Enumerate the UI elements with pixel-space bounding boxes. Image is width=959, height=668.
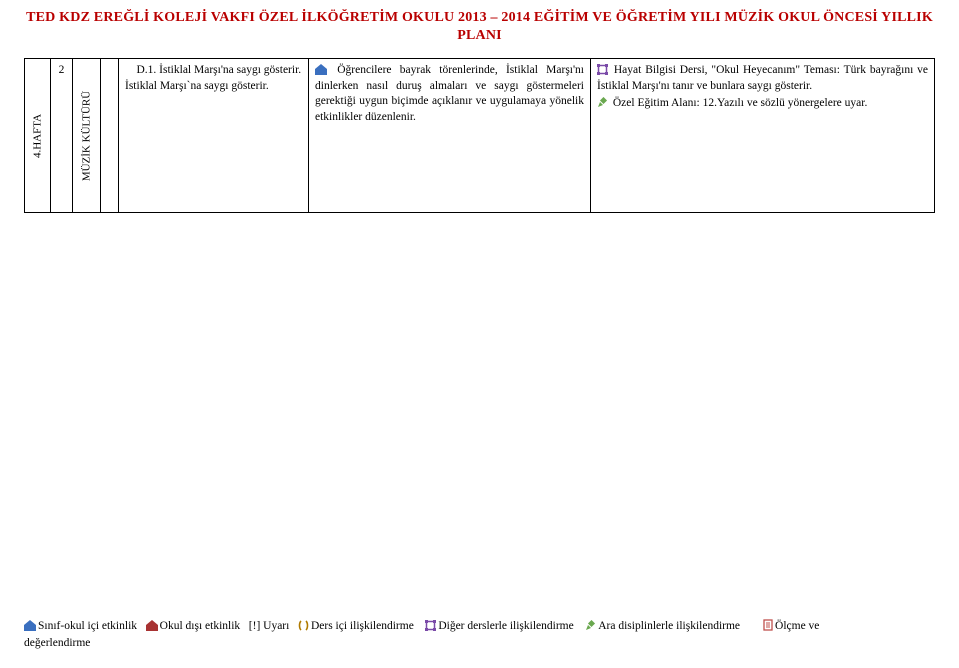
col3-p1: Hayat Bilgisi Dersi, "Okul Heyecanım" Te… — [597, 64, 928, 92]
page-title: TED KDZ EREĞLİ KOLEJİ VAKFI ÖZEL İLKÖĞRE… — [24, 10, 935, 44]
cell-alan: MÜZİK KÜLTÜRÜ — [73, 59, 101, 213]
col2-text: Öğrencilere bayrak törenlerinde, İstikla… — [315, 64, 584, 123]
legend-item-4: Diğer derslerle ilişkilendirme — [438, 620, 573, 632]
inclass-icon — [298, 620, 309, 631]
legend-item-5: Ara disiplinlerle ilişkilendirme — [598, 620, 740, 632]
cell-hafta: 4.HAFTA — [25, 59, 51, 213]
cell-saat: 2 — [51, 59, 73, 213]
school-in-icon — [315, 64, 327, 75]
legend-item-6: Ölçme ve — [775, 620, 819, 632]
title-line-2: PLANI — [24, 28, 935, 44]
cell-col3: Hayat Bilgisi Dersi, "Okul Heyecanım" Te… — [591, 59, 935, 213]
legend-line-1: Sınıf-okul içi etkinlik Okul dışı etkinl… — [24, 618, 935, 635]
alan-label: MÜZİK KÜLTÜRÜ — [79, 90, 94, 180]
legend-item-0: Sınıf-okul içi etkinlik — [38, 620, 137, 632]
hafta-label: 4.HAFTA — [30, 113, 45, 157]
legend-line-2: değerlendirme — [24, 635, 935, 652]
pencil-icon — [585, 620, 596, 631]
table-row: 4.HAFTA 2 MÜZİK KÜLTÜRÜ D.1. İstiklal Ma… — [25, 59, 935, 213]
pencil-icon — [597, 97, 608, 108]
legend: Sınıf-okul içi etkinlik Okul dışı etkinl… — [24, 618, 935, 653]
school-in-icon — [24, 620, 36, 631]
col3-p2: Özel Eğitim Alanı: 12.Yazılı ve sözlü yö… — [613, 97, 867, 109]
other-icon — [597, 64, 608, 75]
title-line-1: TED KDZ EREĞLİ KOLEJİ VAKFI ÖZEL İLKÖĞRE… — [24, 10, 935, 26]
saat-value: 2 — [59, 64, 65, 76]
plan-table: 4.HAFTA 2 MÜZİK KÜLTÜRÜ D.1. İstiklal Ma… — [24, 58, 935, 213]
measure-icon — [763, 619, 773, 631]
col1-text: D.1. İstiklal Marşı'na saygı gösterir. İ… — [125, 63, 302, 94]
other-icon — [425, 620, 436, 631]
cell-col2: Öğrencilere bayrak törenlerinde, İstikla… — [309, 59, 591, 213]
cell-col1: D.1. İstiklal Marşı'na saygı gösterir. İ… — [119, 59, 309, 213]
legend-item-1: Okul dışı etkinlik — [160, 620, 241, 632]
school-out-icon — [146, 620, 158, 631]
cell-blank — [101, 59, 119, 213]
legend-item-3: Ders içi ilişkilendirme — [311, 620, 414, 632]
legend-item-2: [!] Uyarı — [249, 620, 290, 632]
